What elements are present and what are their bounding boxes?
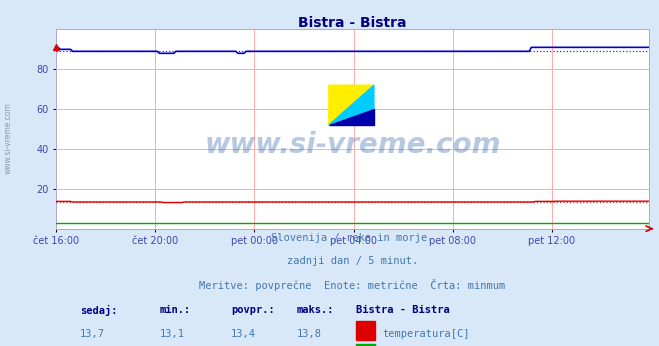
Text: 13,1: 13,1 [160, 329, 185, 339]
Text: Meritve: povprečne  Enote: metrične  Črta: minmum: Meritve: povprečne Enote: metrične Črta:… [200, 279, 505, 291]
Polygon shape [329, 109, 374, 125]
Polygon shape [329, 85, 374, 125]
Text: temperatura[C]: temperatura[C] [382, 329, 470, 339]
Text: www.si-vreme.com: www.si-vreme.com [4, 102, 13, 174]
Text: 13,8: 13,8 [297, 329, 321, 339]
Text: Bistra - Bistra: Bistra - Bistra [299, 16, 407, 29]
Bar [356, 344, 375, 346]
Text: maks.:: maks.: [297, 305, 333, 315]
Text: Slovenija / reke in morje.: Slovenija / reke in morje. [272, 233, 434, 243]
Text: min.:: min.: [160, 305, 191, 315]
Text: Bistra - Bistra: Bistra - Bistra [356, 305, 449, 315]
Text: www.si-vreme.com: www.si-vreme.com [204, 131, 501, 159]
Text: zadnji dan / 5 minut.: zadnji dan / 5 minut. [287, 256, 418, 266]
Text: sedaj:: sedaj: [80, 305, 117, 316]
Text: povpr.:: povpr.: [231, 305, 275, 315]
Text: 13,7: 13,7 [80, 329, 105, 339]
Text: 13,4: 13,4 [231, 329, 256, 339]
Bar [356, 321, 375, 340]
Polygon shape [329, 85, 374, 125]
